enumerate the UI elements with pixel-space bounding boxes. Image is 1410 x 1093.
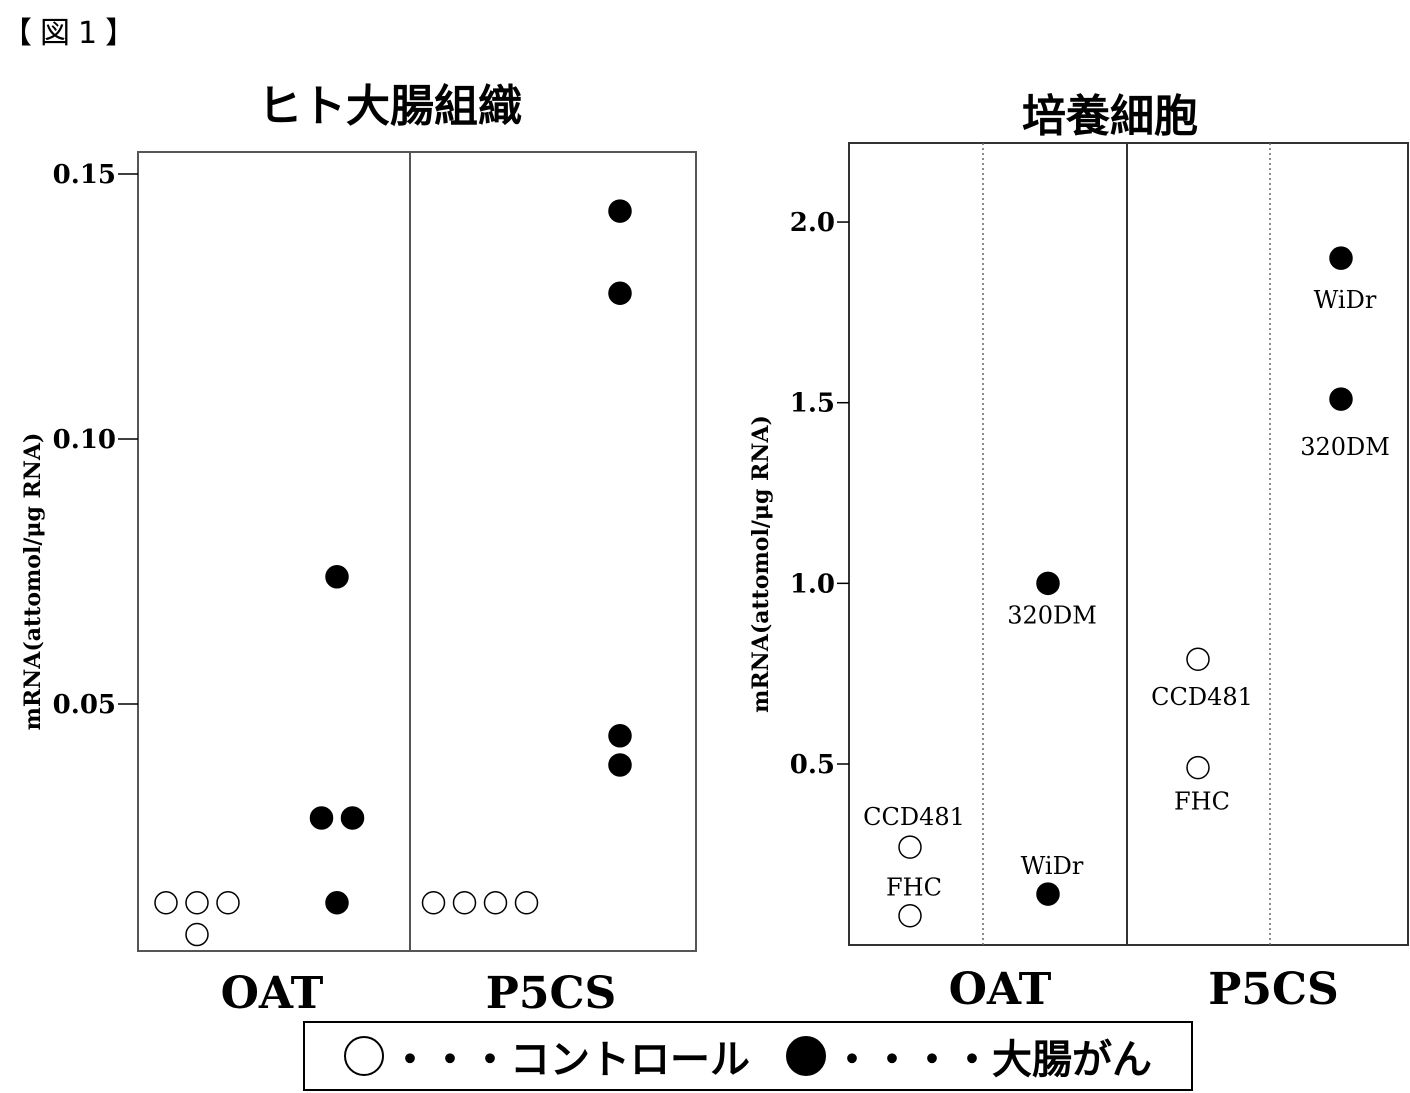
legend-filled-circle-icon (786, 1036, 826, 1076)
point-label: 320DM (1300, 433, 1390, 461)
legend-item-cancer: ・・・・大腸がん (786, 1027, 1152, 1085)
legend-cancer-label: ・・・・大腸がん (832, 1027, 1152, 1085)
category-label-p5cs: P5CS (1208, 964, 1339, 1015)
cancer-point (1037, 572, 1059, 594)
cancer-point (609, 725, 631, 747)
cancer-point (311, 807, 333, 829)
point-label: CCD481 (1151, 683, 1253, 711)
point-label: FHC (886, 874, 942, 902)
point-label: CCD481 (863, 803, 965, 831)
category-label-oat: OAT (949, 964, 1052, 1015)
legend-control-label: ・・・コントロール (390, 1027, 750, 1085)
legend-item-control: ・・・コントロール (344, 1027, 750, 1085)
control-point (423, 892, 445, 914)
point-label: 320DM (1007, 601, 1097, 629)
control-point (155, 892, 177, 914)
y-tick-label: 0.15 (53, 160, 116, 190)
y-tick-label: 2.0 (790, 208, 835, 238)
y-tick-label: 0.5 (790, 750, 835, 780)
control-point (186, 924, 208, 946)
legend: ・・・コントロール ・・・・大腸がん (303, 1021, 1193, 1091)
cancer-point (1330, 247, 1352, 269)
y-axis-label: mRNA(attomol/μg RNA) (20, 433, 46, 731)
category-label-oat: OAT (221, 968, 324, 1019)
cancer-point (609, 282, 631, 304)
control-point (899, 905, 921, 927)
legend-open-circle-icon (344, 1036, 384, 1076)
control-point (485, 892, 507, 914)
y-tick-label: 0.10 (53, 425, 116, 455)
control-point (186, 892, 208, 914)
control-point (516, 892, 538, 914)
control-point (1187, 757, 1209, 779)
control-point (217, 892, 239, 914)
cancer-point (342, 807, 364, 829)
cancer-point (326, 566, 348, 588)
cancer-point (326, 892, 348, 914)
plot-frame-left (138, 152, 696, 951)
control-point (1187, 648, 1209, 670)
point-label: WiDr (1314, 286, 1377, 314)
y-axis-label: mRNA(attomol/μg RNA) (748, 415, 774, 713)
cancer-point (609, 754, 631, 776)
y-tick-label: 0.05 (53, 690, 116, 720)
category-label-p5cs: P5CS (486, 968, 617, 1019)
cancer-point (1037, 883, 1059, 905)
y-tick-label: 1.0 (790, 569, 835, 599)
point-label: FHC (1174, 788, 1230, 816)
cancer-point (609, 200, 631, 222)
y-tick-label: 1.5 (790, 389, 835, 419)
cancer-point (1330, 388, 1352, 410)
point-label: WiDr (1021, 852, 1084, 880)
control-point (899, 836, 921, 858)
control-point (454, 892, 476, 914)
